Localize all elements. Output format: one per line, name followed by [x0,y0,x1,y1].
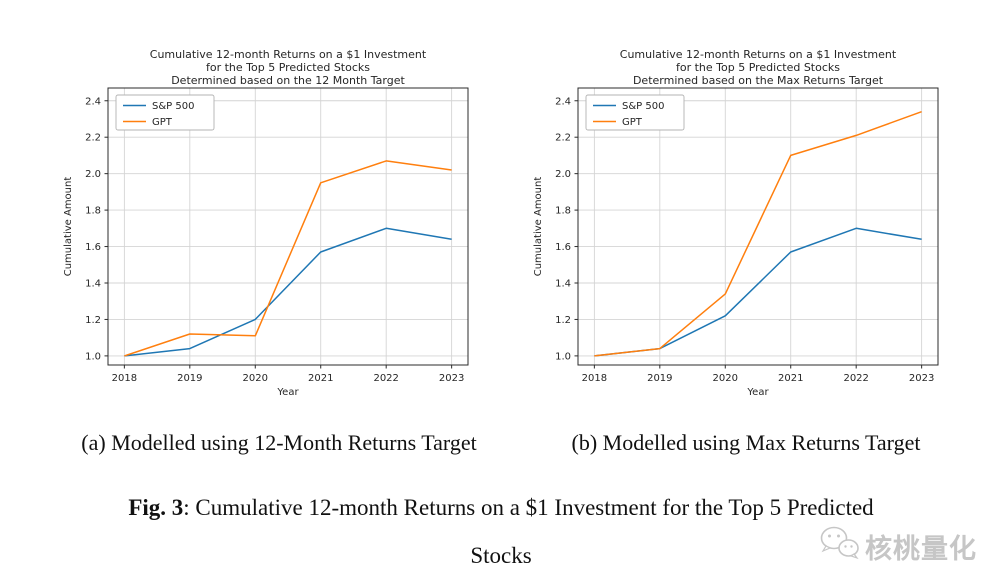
watermark-text: 核桃量化 [865,534,977,565]
svg-text:Determined based on the 12 Mon: Determined based on the 12 Month Target [171,74,405,87]
svg-text:Determined based on the Max Re: Determined based on the Max Returns Targ… [633,74,884,87]
svg-text:1.6: 1.6 [555,242,571,253]
svg-text:2.4: 2.4 [555,96,571,107]
subcaption-a: (a) Modelled using 12-Month Returns Targ… [81,430,477,455]
svg-text:1.8: 1.8 [85,206,101,217]
svg-text:Cumulative Amount: Cumulative Amount [533,177,544,277]
svg-text:2018: 2018 [112,373,137,384]
svg-text:2023: 2023 [909,373,934,384]
svg-text:2.2: 2.2 [85,133,101,144]
chart-a-12-month-target: 2018 2019 2020 2021 2022 2023 1.0 1.2 1.4 1.6 1.8 2… [63,48,469,397]
svg-text:S&P 500: S&P 500 [152,101,194,112]
svg-text:Cumulative 12-month Returns on: Cumulative 12-month Returns on a $1 Inve… [620,48,897,61]
svg-text:S&P 500: S&P 500 [622,101,664,112]
svg-text:1.4: 1.4 [555,278,571,289]
watermark: 核桃量化 [818,524,977,569]
svg-text:1.0: 1.0 [555,351,571,362]
svg-text:2.4: 2.4 [85,96,101,107]
svg-text:Cumulative Amount: Cumulative Amount [63,177,74,277]
svg-text:2022: 2022 [843,373,868,384]
svg-text:2.0: 2.0 [85,169,101,180]
wechat-icon [818,524,860,569]
svg-text:2018: 2018 [582,373,607,384]
svg-text:1.4: 1.4 [85,278,101,289]
svg-text:Cumulative 12-month Returns on: Cumulative 12-month Returns on a $1 Inve… [150,48,427,61]
svg-text:1.8: 1.8 [555,206,571,217]
svg-text:2.0: 2.0 [555,169,571,180]
svg-text:1.2: 1.2 [85,315,101,326]
svg-text:Year: Year [276,387,299,397]
svg-text:for the Top 5 Predicted Stocks: for the Top 5 Predicted Stocks [676,61,840,74]
svg-text:2022: 2022 [373,373,398,384]
svg-text:2021: 2021 [778,373,803,384]
chart-b-max-returns-target: 2018 2019 2020 2021 2022 2023 1.0 1.2 1.4 1.6 1.8 2… [533,48,939,397]
svg-text:2019: 2019 [647,373,672,384]
svg-text:2020: 2020 [243,373,268,384]
figure-caption-label: Fig. 3 [128,495,184,520]
svg-text:2021: 2021 [308,373,333,384]
svg-text:GPT: GPT [152,117,173,128]
svg-text:1.2: 1.2 [555,315,571,326]
svg-text:1.6: 1.6 [85,242,101,253]
figure-caption: Fig. 3: Cumulative 12-month Returns on a… [0,495,1002,521]
svg-text:2019: 2019 [177,373,202,384]
svg-text:2020: 2020 [713,373,738,384]
svg-text:Year: Year [746,387,769,397]
figure-caption-text: : Cumulative 12-month Returns on a $1 In… [183,495,874,520]
svg-text:1.0: 1.0 [85,351,101,362]
svg-text:2.2: 2.2 [555,133,571,144]
svg-text:GPT: GPT [622,117,643,128]
figure-caption-line2: Stocks [470,543,532,568]
svg-text:2023: 2023 [439,373,464,384]
subcaption-b: (b) Modelled using Max Returns Target [571,430,921,455]
svg-text:for the Top 5 Predicted Stocks: for the Top 5 Predicted Stocks [206,61,370,74]
